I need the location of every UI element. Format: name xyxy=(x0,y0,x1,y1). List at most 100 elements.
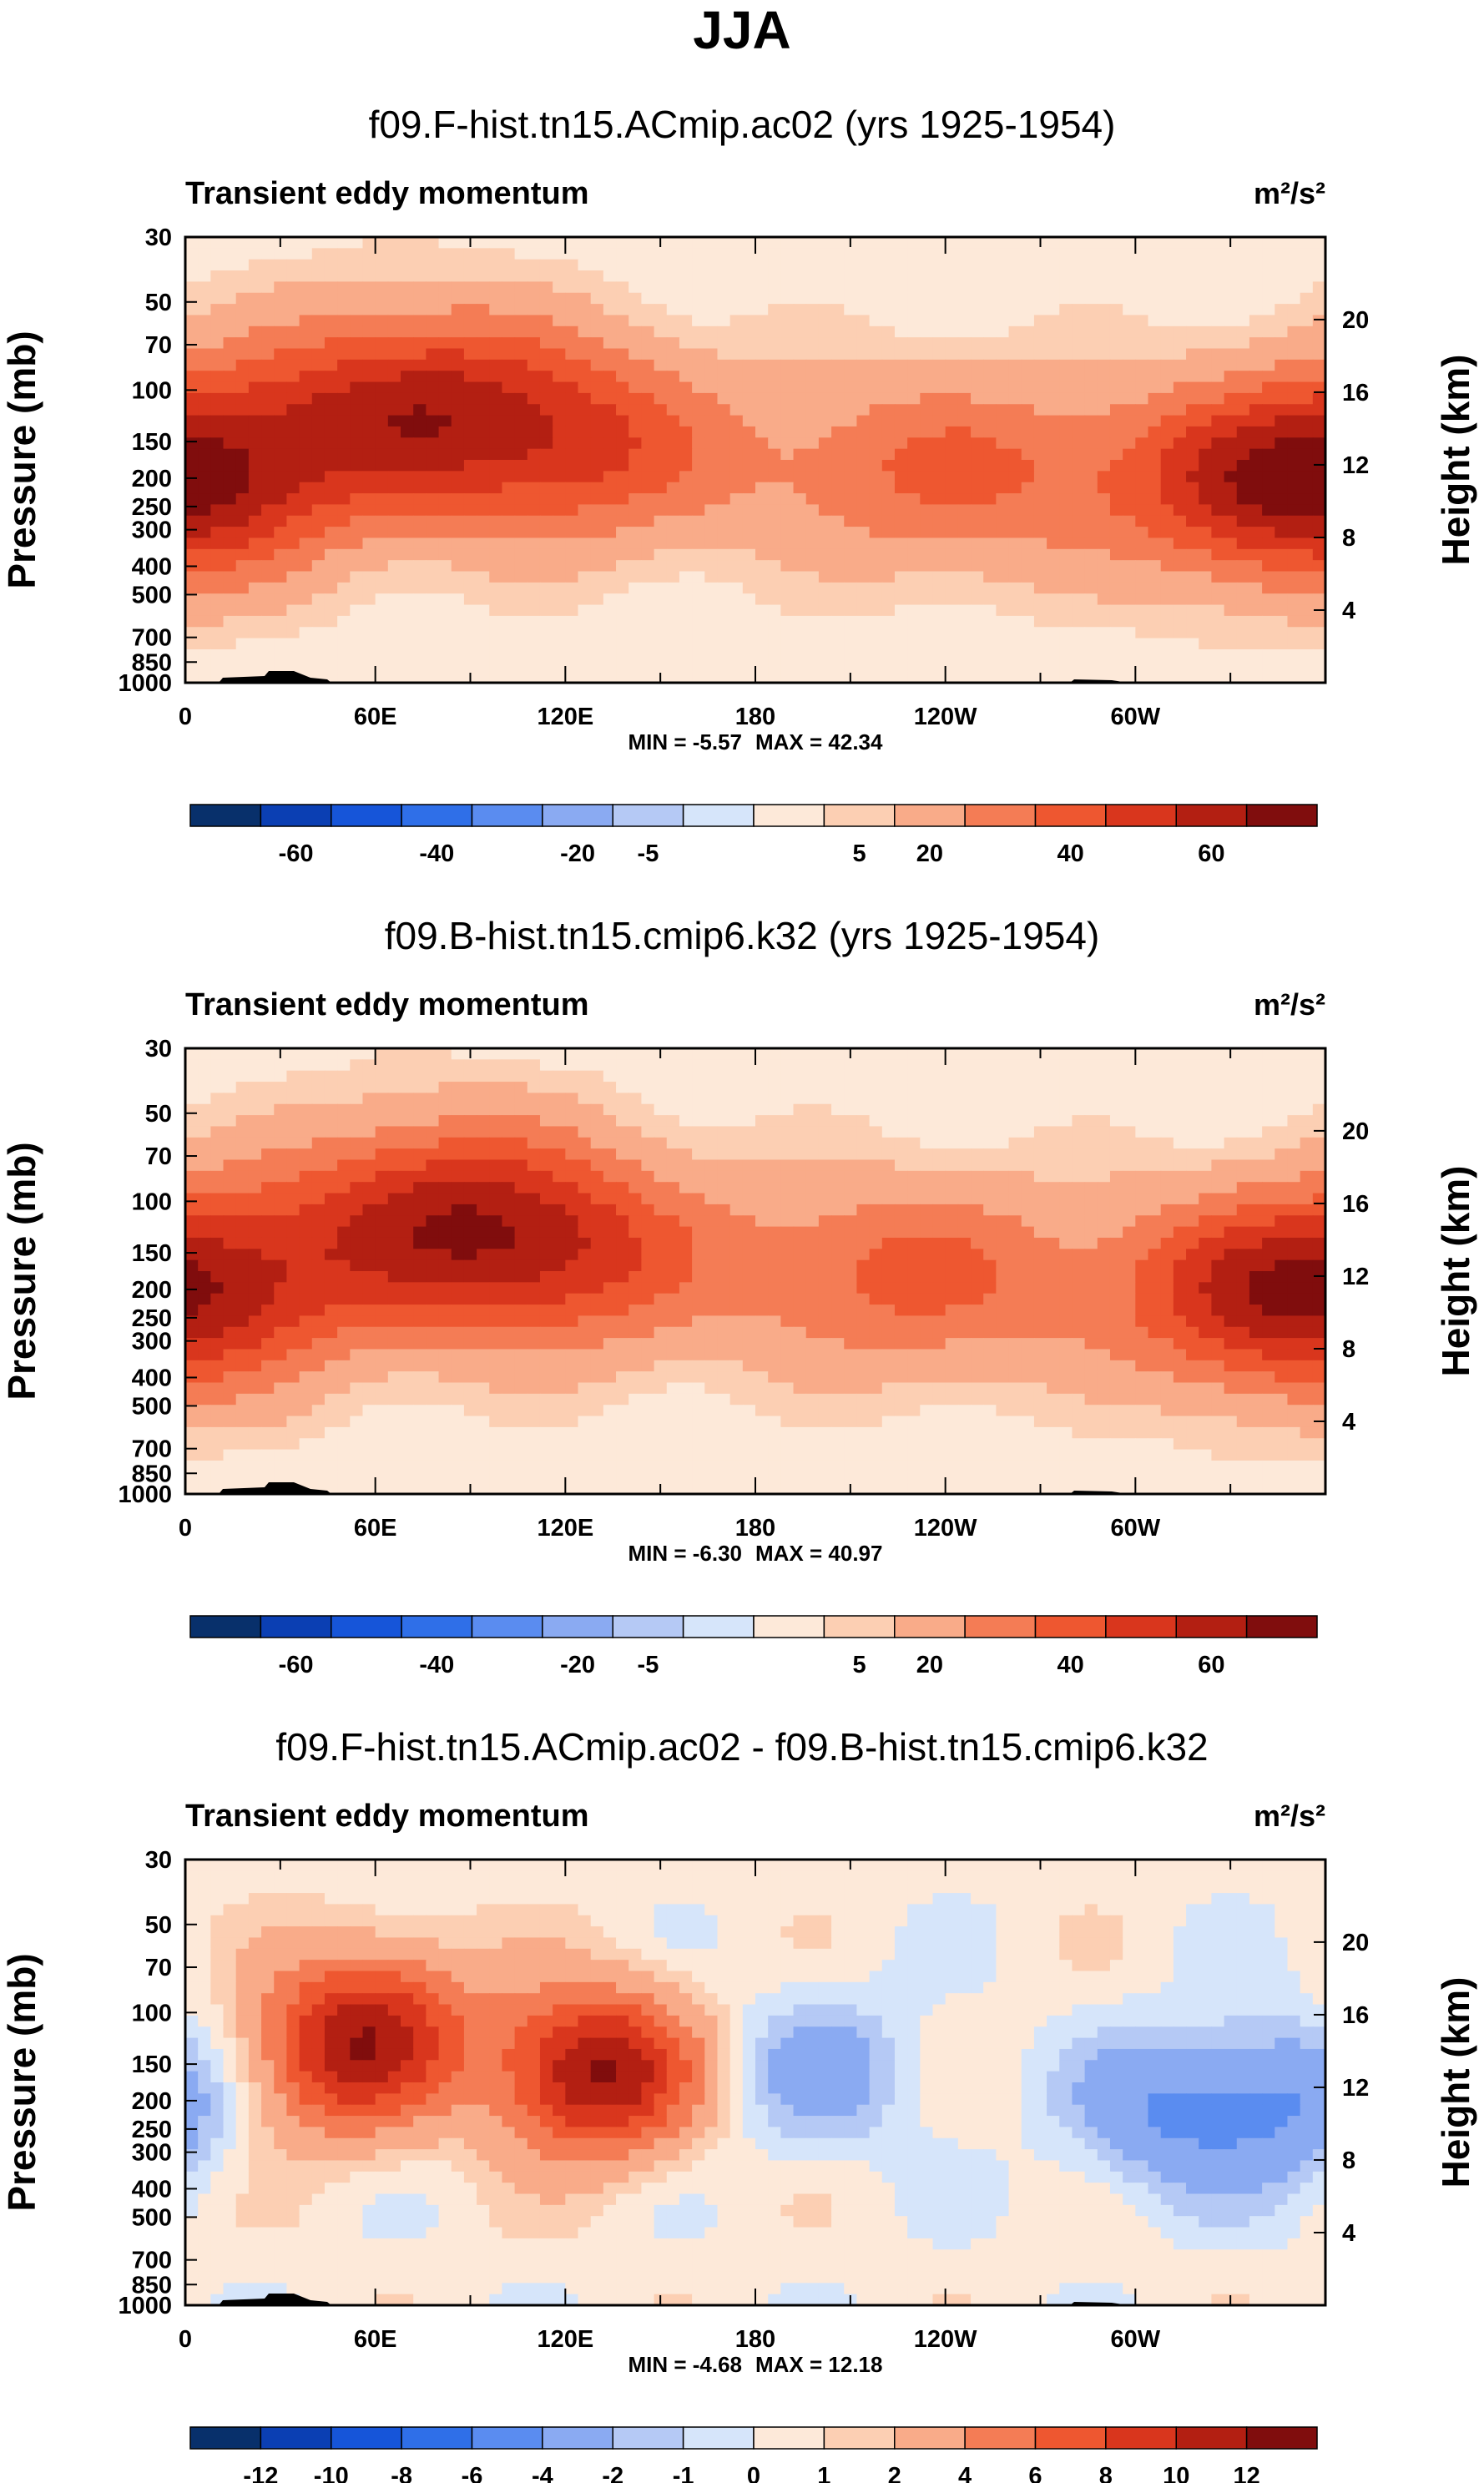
heatmap-cell xyxy=(692,548,705,561)
heatmap-cell xyxy=(1109,1159,1123,1172)
heatmap-cell xyxy=(616,638,629,650)
heatmap-cell xyxy=(350,593,364,606)
heatmap-cell xyxy=(362,649,376,661)
heatmap-cell xyxy=(932,1059,946,1072)
heatmap-cell xyxy=(1199,371,1212,383)
heatmap-cell xyxy=(185,1126,199,1138)
heatmap-cell xyxy=(198,515,211,527)
heatmap-cell xyxy=(1008,1048,1022,1060)
heatmap-cell xyxy=(983,482,997,494)
heatmap-cell xyxy=(286,471,300,483)
heatmap-cell xyxy=(1097,460,1111,472)
heatmap-cell xyxy=(755,248,769,260)
heatmap-cell xyxy=(387,248,401,260)
heatmap-cell xyxy=(413,348,427,361)
heatmap-cell xyxy=(299,1093,313,1105)
heatmap-cell xyxy=(1211,1093,1225,1105)
heatmap-cell xyxy=(311,259,326,271)
heatmap-cell xyxy=(666,348,680,361)
heatmap-cell xyxy=(261,593,275,606)
y-tick-label: 700 xyxy=(132,625,172,652)
heatmap-cell xyxy=(463,315,477,327)
heatmap-cell xyxy=(768,392,781,405)
heatmap-cell xyxy=(413,371,427,383)
heatmap-cell xyxy=(704,560,719,573)
heatmap-cell xyxy=(438,571,452,583)
heatmap-cell xyxy=(1033,560,1047,573)
heatmap-cell xyxy=(1173,1159,1187,1172)
heatmap-cell xyxy=(894,415,908,427)
heatmap-cell xyxy=(223,315,237,327)
heatmap-cell xyxy=(844,1137,858,1149)
heatmap-cell xyxy=(451,660,465,673)
heatmap-cell xyxy=(1123,337,1136,350)
heatmap-cell xyxy=(603,1093,617,1105)
heatmap-cell xyxy=(1059,326,1073,338)
heatmap-cell xyxy=(362,1193,376,1205)
heatmap-cell xyxy=(1160,1126,1174,1138)
heatmap-cell xyxy=(387,537,401,550)
heatmap-cell xyxy=(527,1159,541,1172)
heatmap-cell xyxy=(1186,281,1199,294)
heatmap-cell xyxy=(1084,471,1098,483)
heatmap-cell xyxy=(1123,1115,1136,1128)
heatmap-cell xyxy=(553,415,566,427)
heatmap-cell xyxy=(831,582,845,594)
heatmap-cell xyxy=(362,482,376,494)
heatmap-cell xyxy=(780,1182,795,1194)
heatmap-cell xyxy=(248,326,262,338)
heatmap-cell xyxy=(805,1159,820,1172)
heatmap-cell xyxy=(274,515,288,527)
heatmap-cell xyxy=(1312,527,1326,539)
heatmap-cell xyxy=(261,371,275,383)
heatmap-cell xyxy=(704,638,719,650)
heatmap-cell xyxy=(1262,359,1275,371)
heatmap-cell xyxy=(1224,426,1238,438)
heatmap-cell xyxy=(337,259,351,271)
heatmap-cell xyxy=(223,460,237,472)
y-right-tick-label: 4 xyxy=(1342,598,1355,624)
heatmap-cell xyxy=(1135,392,1149,405)
heatmap-cell xyxy=(983,460,997,472)
heatmap-cell xyxy=(261,437,275,450)
heatmap-cell xyxy=(869,381,883,394)
heatmap-cell xyxy=(793,460,807,472)
heatmap-cell xyxy=(1047,515,1060,527)
heatmap-cell xyxy=(438,471,452,483)
y-tick-label: 30 xyxy=(145,225,172,251)
heatmap-cell xyxy=(451,627,465,639)
heatmap-cell xyxy=(881,1193,896,1205)
heatmap-cell xyxy=(920,560,934,573)
heatmap-cell xyxy=(755,615,769,628)
heatmap-cell xyxy=(1211,337,1225,350)
heatmap-cell xyxy=(907,1182,921,1194)
heatmap-cell xyxy=(1109,671,1123,684)
heatmap-cell xyxy=(223,1170,237,1183)
heatmap-cell xyxy=(1275,392,1289,405)
heatmap-cell xyxy=(717,615,731,628)
heatmap-cell xyxy=(210,326,225,338)
heatmap-cell xyxy=(641,415,655,427)
heatmap-cell xyxy=(438,1126,452,1138)
heatmap-cell xyxy=(768,582,781,594)
heatmap-cell xyxy=(451,437,465,450)
heatmap-cell xyxy=(387,259,401,271)
heatmap-cell xyxy=(565,571,579,583)
heatmap-cell xyxy=(971,482,984,494)
heatmap-cell xyxy=(844,1182,858,1194)
heatmap-cell xyxy=(274,471,288,483)
heatmap-cell xyxy=(1160,504,1174,517)
heatmap-cell xyxy=(805,548,820,561)
heatmap-cell xyxy=(692,604,705,617)
heatmap-cell xyxy=(894,337,908,350)
heatmap-cell xyxy=(553,237,566,249)
heatmap-cell xyxy=(628,471,642,483)
heatmap-cell xyxy=(1123,1159,1136,1172)
heatmap-cell xyxy=(932,627,946,639)
heatmap-cell xyxy=(1135,571,1149,583)
heatmap-cell xyxy=(894,248,908,260)
heatmap-cell xyxy=(248,337,262,350)
heatmap-cell xyxy=(742,1048,756,1060)
heatmap-cell xyxy=(856,571,871,583)
heatmap-cell xyxy=(881,571,896,583)
